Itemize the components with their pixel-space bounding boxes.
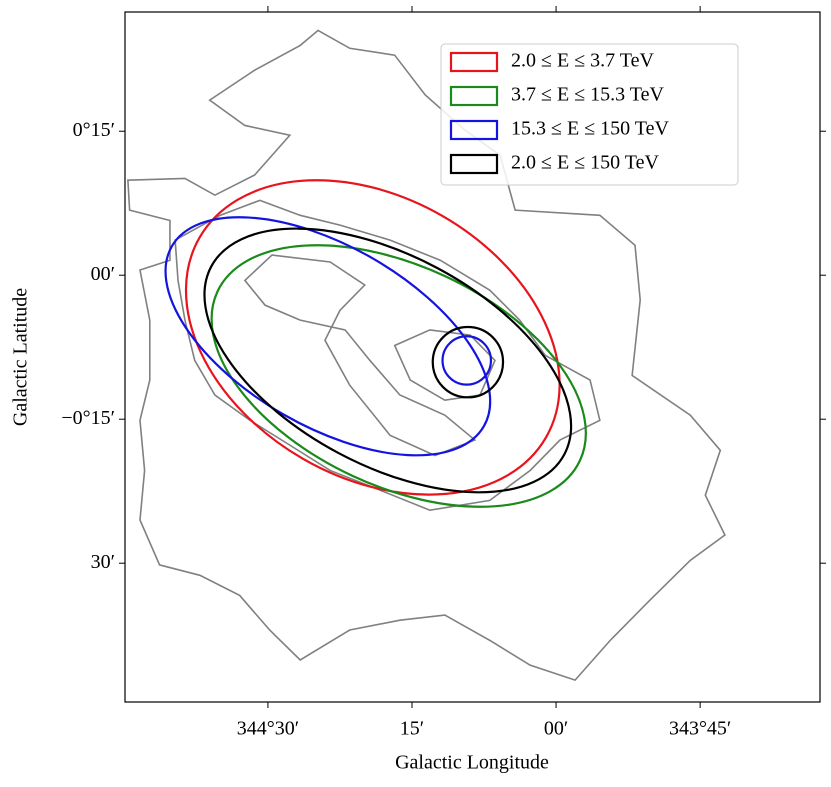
legend-swatch (449, 153, 499, 175)
contour (127, 29, 726, 682)
ellipse (184, 179, 561, 496)
ellipse (203, 227, 573, 494)
plot-frame (124, 11, 821, 703)
y-tick-label: 0°15′ (73, 119, 115, 141)
legend-label: 2.0 ≤ E ≤ 3.7 TeV (511, 50, 655, 72)
legend-swatch (449, 51, 499, 73)
x-tick-label: 00′ (544, 718, 568, 740)
legend-box (440, 43, 739, 186)
ellipse (441, 335, 493, 386)
ellipse (210, 244, 587, 508)
ellipse (431, 325, 505, 399)
ellipse (164, 216, 492, 457)
x-tick-label: 343°45′ (669, 718, 731, 740)
contour (393, 329, 496, 402)
legend-label: 2.0 ≤ E ≤ 150 TeV (511, 152, 660, 174)
contour (243, 254, 477, 457)
legend-swatch (449, 119, 499, 141)
y-tick-label: 30′ (91, 551, 115, 573)
x-tick-label: 344°30′ (237, 718, 299, 740)
legend-label: 3.7 ≤ E ≤ 15.3 TeV (511, 84, 665, 106)
y-tick-label: 00′ (91, 263, 115, 285)
plot-area (127, 29, 726, 682)
x-tick-label: 15′ (400, 718, 424, 740)
x-axis-label: Galactic Longitude (395, 752, 549, 774)
contour (174, 199, 601, 512)
legend-label: 15.3 ≤ E ≤ 150 TeV (511, 118, 670, 140)
legend-swatch (449, 85, 499, 107)
y-axis-label: Galactic Latitude (10, 288, 32, 426)
y-tick-label: −0°15′ (61, 407, 115, 429)
